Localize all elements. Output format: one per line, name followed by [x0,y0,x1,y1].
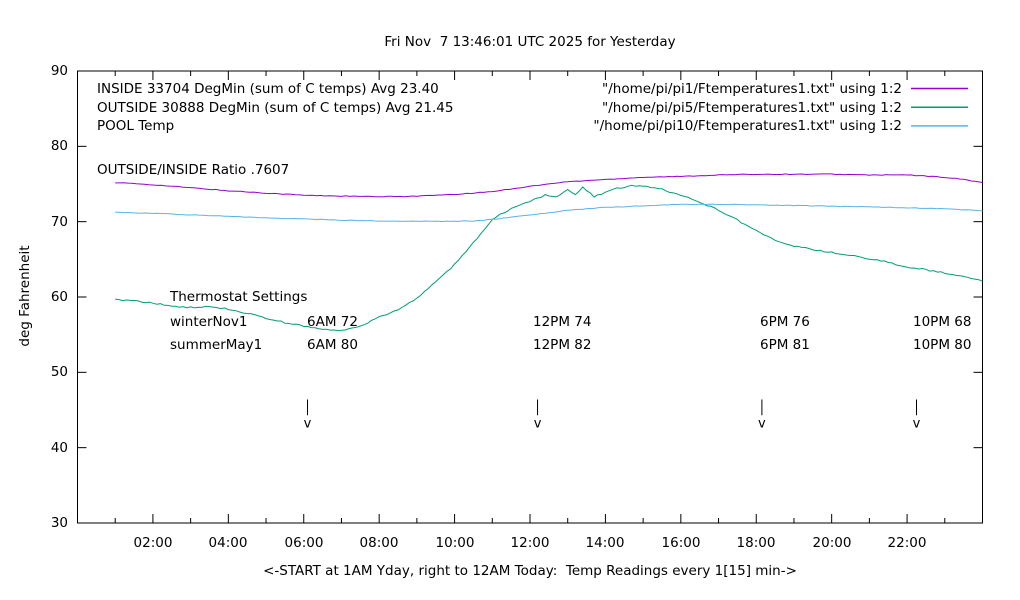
y-axis-label: deg Fahrenheit [17,245,33,347]
y-tick-label: 80 [50,138,68,154]
legend-file-label: "/home/pi/pi10/Ftemperatures1.txt" using… [593,118,902,134]
legend-series-label: OUTSIDE 30888 DegMin (sum of C temps) Av… [97,100,454,116]
thermostat-schedule-name: summerMay1 [170,336,263,353]
x-tick-label: 12:00 [510,535,550,551]
thermostat-setting: 10PM 68 [913,313,972,330]
down-arrow-head: v [913,416,921,431]
legend-file-label: "/home/pi/pi1/Ftemperatures1.txt" using … [602,81,902,97]
x-tick-label: 18:00 [736,535,776,551]
legend-series-label: INSIDE 33704 DegMin (sum of C temps) Avg… [97,81,439,97]
thermostat-setting: 6AM 72 [307,313,358,330]
x-tick-label: 20:00 [812,535,852,551]
x-axis-label: <-START at 1AM Yday, right to 12AM Today… [263,563,797,579]
thermostat-setting: 10PM 80 [913,336,972,353]
y-tick-label: 70 [50,214,68,230]
y-tick-label: 30 [50,515,68,531]
thermostat-setting: 6PM 76 [760,313,810,330]
x-tick-label: 04:00 [208,535,248,551]
thermostat-schedule-name: winterNov1 [170,313,248,330]
x-tick-label: 08:00 [359,535,399,551]
y-tick-label: 90 [50,63,68,79]
thermostat-setting: 6PM 81 [760,336,810,353]
x-tick-label: 16:00 [661,535,701,551]
thermostat-setting: 6AM 80 [307,336,358,353]
x-tick-label: 14:00 [585,535,625,551]
legend-series-label: POOL Temp [97,118,175,134]
series-line-pool [115,203,983,223]
y-tick-label: 50 [50,364,68,380]
thermostat-heading: Thermostat Settings [170,289,308,305]
x-tick-label: 22:00 [887,535,927,551]
down-arrow-head: v [534,416,542,431]
down-arrow-head: v [758,416,766,431]
thermostat-setting: 12PM 74 [533,313,592,330]
down-arrow-head: v [304,416,312,431]
legend-file-label: "/home/pi/pi5/Ftemperatures1.txt" using … [602,100,902,116]
x-tick-label: 02:00 [133,535,173,551]
series-line-outside [115,184,983,332]
series-line-inside [115,173,983,198]
thermostat-setting: 12PM 82 [533,336,592,353]
ratio-annotation: OUTSIDE/INSIDE Ratio .7607 [97,162,290,178]
x-tick-label: 10:00 [435,535,475,551]
x-tick-label: 06:00 [284,535,324,551]
chart-title: Fri Nov 7 13:46:01 UTC 2025 for Yesterda… [384,34,676,50]
y-tick-label: 60 [50,289,68,305]
y-tick-label: 40 [50,440,68,456]
